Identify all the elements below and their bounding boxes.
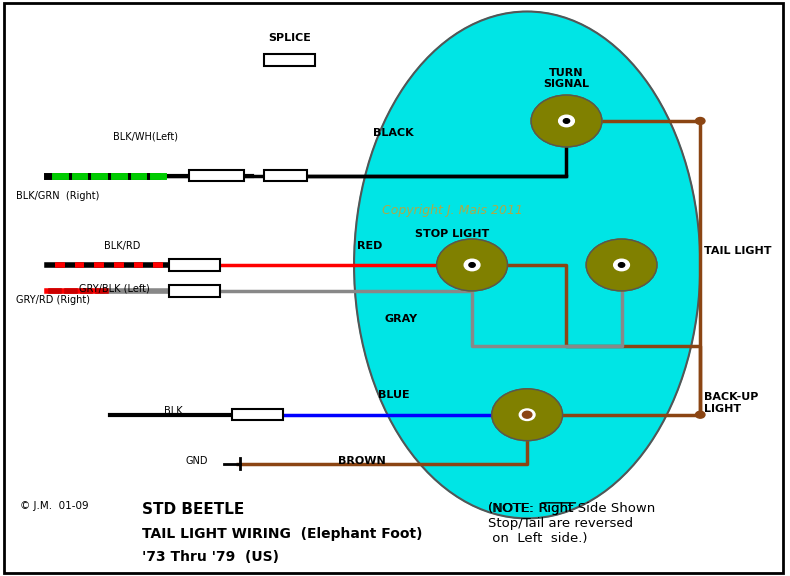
Text: '73 Thru '79  (US): '73 Thru '79 (US) <box>141 550 279 564</box>
FancyBboxPatch shape <box>264 54 314 66</box>
Text: GRY/BLK (Left): GRY/BLK (Left) <box>79 283 149 293</box>
Text: TURN
SIGNAL: TURN SIGNAL <box>544 68 589 89</box>
Text: GRAY: GRAY <box>385 314 418 324</box>
Circle shape <box>619 263 625 267</box>
Circle shape <box>563 119 570 123</box>
Circle shape <box>522 411 532 418</box>
Circle shape <box>531 95 602 147</box>
Text: TAIL LIGHT: TAIL LIGHT <box>704 245 772 256</box>
Text: BLK/GRN  (Right): BLK/GRN (Right) <box>16 191 99 201</box>
FancyBboxPatch shape <box>169 259 220 271</box>
Circle shape <box>524 412 530 417</box>
Text: (NOTE:: (NOTE: <box>487 502 534 516</box>
Text: BLACK: BLACK <box>373 128 414 138</box>
Circle shape <box>469 263 476 267</box>
Text: STD BEETLE: STD BEETLE <box>141 502 244 517</box>
Text: BLK: BLK <box>164 406 182 416</box>
Circle shape <box>614 259 630 271</box>
Ellipse shape <box>354 12 700 518</box>
FancyBboxPatch shape <box>232 409 284 420</box>
Circle shape <box>559 115 574 127</box>
Circle shape <box>586 239 657 291</box>
Text: Copyright J. Mais 2011: Copyright J. Mais 2011 <box>382 204 523 217</box>
Text: STOP LIGHT: STOP LIGHT <box>416 229 490 239</box>
FancyBboxPatch shape <box>189 170 244 181</box>
Circle shape <box>695 118 705 124</box>
Text: GND: GND <box>186 456 209 466</box>
Text: BLUE: BLUE <box>378 391 409 400</box>
Text: Right: Right <box>539 502 574 516</box>
Text: GRY/RD (Right): GRY/RD (Right) <box>16 295 90 305</box>
Text: BLK/RD: BLK/RD <box>103 241 140 251</box>
Circle shape <box>437 239 507 291</box>
Text: BROWN: BROWN <box>338 456 386 466</box>
FancyBboxPatch shape <box>264 170 307 181</box>
Text: SPLICE: SPLICE <box>268 33 311 43</box>
Text: RED: RED <box>357 241 382 251</box>
Circle shape <box>519 409 535 420</box>
Text: (NOTE: Right Side Shown
Stop/Tail are reversed
 on  Left  side.): (NOTE: Right Side Shown Stop/Tail are re… <box>487 502 655 545</box>
Circle shape <box>491 389 562 441</box>
Text: BLK/WH(Left): BLK/WH(Left) <box>113 131 178 141</box>
Text: © J.M.  01-09: © J.M. 01-09 <box>20 501 88 511</box>
Circle shape <box>465 259 480 271</box>
Circle shape <box>695 411 705 418</box>
Text: BACK-UP
LIGHT: BACK-UP LIGHT <box>704 392 758 414</box>
FancyBboxPatch shape <box>169 285 220 297</box>
Text: TAIL LIGHT WIRING  (Elephant Foot): TAIL LIGHT WIRING (Elephant Foot) <box>141 527 422 541</box>
